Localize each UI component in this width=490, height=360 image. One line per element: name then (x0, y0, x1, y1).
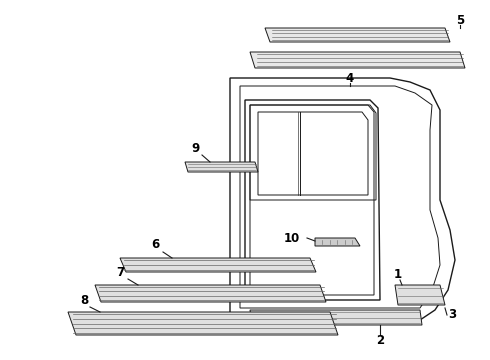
Text: 9: 9 (191, 141, 199, 154)
Polygon shape (68, 312, 338, 335)
Polygon shape (250, 310, 422, 325)
Polygon shape (265, 28, 450, 42)
Text: 1: 1 (394, 269, 402, 282)
Text: 5: 5 (456, 13, 464, 27)
Polygon shape (250, 52, 465, 68)
Text: 3: 3 (448, 309, 456, 321)
Polygon shape (185, 162, 258, 172)
Text: 4: 4 (346, 72, 354, 85)
Text: 8: 8 (80, 293, 88, 306)
Polygon shape (395, 285, 445, 305)
Text: 7: 7 (116, 266, 124, 279)
Polygon shape (95, 285, 326, 302)
Text: 2: 2 (376, 333, 384, 346)
Text: 6: 6 (151, 238, 159, 252)
Polygon shape (315, 238, 360, 246)
Polygon shape (120, 258, 316, 272)
Text: 10: 10 (284, 231, 300, 244)
